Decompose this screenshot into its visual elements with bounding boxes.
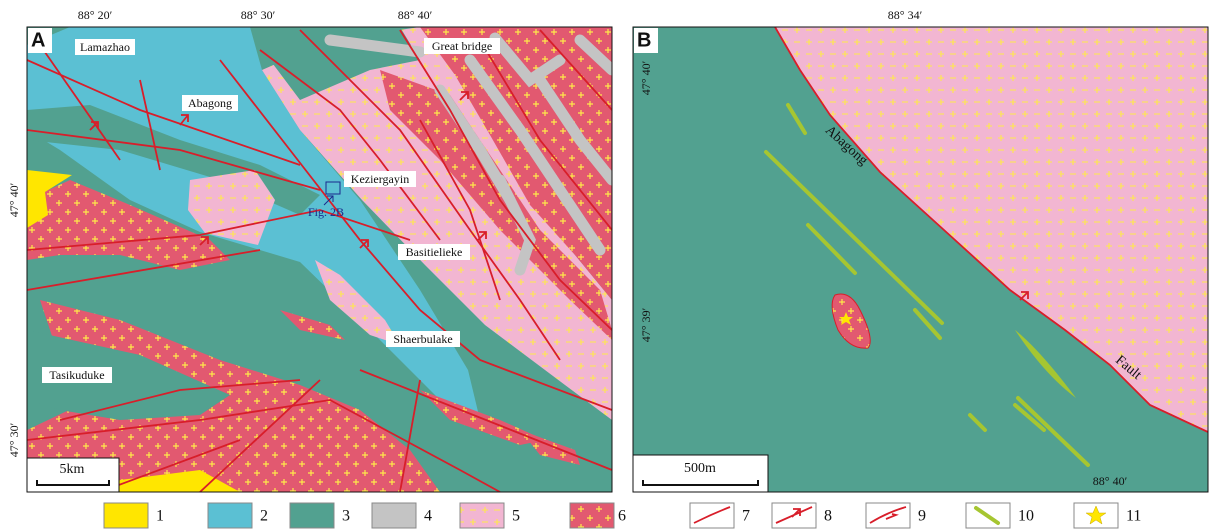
legend-label: 2: [260, 508, 268, 525]
legend-label: 1: [156, 508, 164, 525]
place-label: Shaerbulake: [393, 332, 452, 346]
legend-swatch: [866, 503, 910, 528]
lon-label: 88° 20′: [78, 8, 113, 22]
legend-swatch: [570, 503, 614, 528]
legend-label: 11: [1126, 508, 1141, 525]
place-label: Basitielieke: [406, 245, 463, 259]
panel-b-map: [633, 27, 1208, 492]
lat-label: 47° 30′: [7, 422, 21, 457]
panel-a-map: [27, 27, 612, 492]
panel-label: A: [31, 29, 45, 51]
map-figure: A 88° 20′ 88° 30′ 88° 40′ 47° 40′ 47° 30…: [0, 0, 1213, 530]
legend-label: 10: [1018, 508, 1034, 525]
lat-label: 47° 39′: [639, 307, 653, 342]
legend-label: 7: [742, 508, 750, 525]
legend-swatch: [290, 503, 334, 528]
place-label: Abagong: [188, 96, 232, 110]
lon-label: 88° 30′: [241, 8, 276, 22]
legend-swatch: [460, 503, 504, 528]
lon-label: 88° 34′: [888, 8, 923, 22]
place-label: Tasikuduke: [49, 368, 104, 382]
lat-label: 47° 40′: [639, 60, 653, 95]
lat-label: 47° 40′: [7, 182, 21, 217]
legend-label: 5: [512, 508, 520, 525]
legend-swatch: [208, 503, 252, 528]
lon-label: 88° 40′: [1093, 474, 1128, 488]
legend-label: 6: [618, 508, 626, 525]
place-label: Keziergayin: [351, 172, 409, 186]
scale-label: 500m: [684, 461, 716, 476]
place-label: Lamazhao: [80, 40, 130, 54]
legend-label: 4: [424, 508, 432, 525]
legend-label: 8: [824, 508, 832, 525]
legend-label: 3: [342, 508, 350, 525]
legend: 1 2 3 4 5 6 7 8 9 10 11: [104, 503, 1141, 528]
lon-label: 88° 40′: [398, 8, 433, 22]
figure-ref: Fig. 2B: [308, 205, 344, 219]
panel-label: B: [637, 29, 651, 51]
place-label: Great bridge: [432, 39, 492, 53]
legend-label: 9: [918, 508, 926, 525]
scale-label: 5km: [60, 462, 85, 477]
legend-swatch: [104, 503, 148, 528]
legend-swatch: [372, 503, 416, 528]
legend-swatch: [690, 503, 734, 528]
